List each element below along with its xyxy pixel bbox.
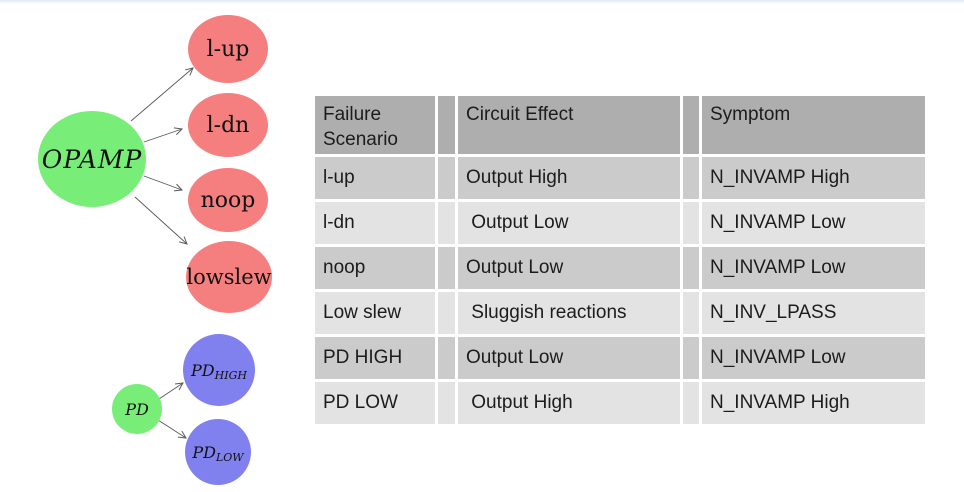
lup-label: l-up — [207, 37, 250, 62]
table-cell-scenario: PD HIGH — [315, 337, 435, 379]
opamp-label: OPAMP — [42, 145, 143, 174]
table-cell-spacer — [683, 247, 699, 289]
ldn-ellipse — [188, 93, 268, 157]
opamp-arrows — [130, 67, 194, 245]
pdlow-label-main: PD — [191, 443, 216, 462]
arrow-opamp-ldn-icon — [143, 127, 184, 143]
table-cell-effect: Output Low — [458, 202, 680, 244]
table-cell-spacer — [683, 157, 699, 199]
arrow-opamp-lowslew-icon — [134, 196, 188, 245]
arrow-pd-pdlow-icon — [157, 419, 187, 439]
pdhigh-label-subscript: HIGH — [214, 369, 248, 382]
lup-node: l-up — [188, 15, 268, 83]
table-cell-spacer — [438, 337, 455, 379]
pdhigh-label-main: PD — [190, 361, 215, 380]
table-cell-spacer — [683, 382, 699, 424]
table-cell-effect: Output Low — [458, 247, 680, 289]
pdlow-node: PDLOW — [185, 419, 251, 485]
table-cell-symptom: N_INVAMP Low — [702, 337, 925, 379]
lowslew-node: lowslew — [186, 241, 272, 313]
table-cell-effect: Output Low — [458, 337, 680, 379]
pd-arrows — [157, 382, 187, 439]
pdhigh-label: PDHIGH — [190, 361, 247, 382]
table-cell-scenario: l-up — [315, 157, 435, 199]
table-cell-scenario: Low slew — [315, 292, 435, 334]
header-symptom: Symptom — [702, 96, 925, 154]
pdhigh-node: PDHIGH — [183, 334, 255, 406]
arrow-pd-pdhigh-icon — [158, 382, 184, 400]
opamp-ellipse — [38, 111, 146, 207]
table-cell-scenario: PD LOW — [315, 382, 435, 424]
lowslew-label: lowslew — [186, 265, 271, 289]
pdlow-label: PDLOW — [191, 443, 245, 464]
fault-tree-diagram: OPAMP l-up l-dn noop lowslew PD — [38, 15, 272, 485]
table-cell-spacer — [438, 382, 455, 424]
header-spacer-1 — [438, 96, 455, 154]
table-cell-effect: Output High — [458, 382, 680, 424]
table-cell-spacer — [683, 337, 699, 379]
ldn-label: l-dn — [207, 113, 250, 138]
table-cell-symptom: N_INVAMP Low — [702, 202, 925, 244]
top-edge-strip — [0, 0, 964, 3]
header-circuit-effect: Circuit Effect — [458, 96, 680, 154]
arrow-opamp-noop-icon — [143, 175, 184, 192]
table-cell-scenario: noop — [315, 247, 435, 289]
pdlow-circle — [185, 419, 251, 485]
pdlow-label-subscript: LOW — [215, 451, 245, 464]
table-cell-symptom: N_INVAMP High — [702, 157, 925, 199]
table-cell-symptom: N_INVAMP High — [702, 382, 925, 424]
table-cell-spacer — [438, 292, 455, 334]
failure-scenario-table: Failure Scenario Circuit Effect Symptom … — [315, 96, 925, 424]
table-cell-spacer — [683, 202, 699, 244]
header-failure-scenario: Failure Scenario — [315, 96, 435, 154]
ldn-node: l-dn — [188, 93, 268, 157]
header-spacer-2 — [683, 96, 699, 154]
opamp-node: OPAMP — [38, 111, 146, 207]
table-cell-spacer — [683, 292, 699, 334]
noop-node: noop — [188, 168, 268, 232]
pd-node: PD — [112, 384, 162, 434]
table-cell-symptom: N_INV_LPASS — [702, 292, 925, 334]
pdhigh-circle — [183, 334, 255, 406]
table-cell-scenario: l-dn — [315, 202, 435, 244]
noop-label: noop — [201, 188, 256, 213]
lup-ellipse — [188, 15, 268, 83]
table-cell-spacer — [438, 202, 455, 244]
table-cell-effect: Output High — [458, 157, 680, 199]
table-cell-effect: Sluggish reactions — [458, 292, 680, 334]
arrow-opamp-lup-icon — [130, 67, 194, 122]
table-cell-symptom: N_INVAMP Low — [702, 247, 925, 289]
noop-ellipse — [188, 168, 268, 232]
table-cell-spacer — [438, 157, 455, 199]
lowslew-ellipse — [186, 241, 272, 313]
pd-label: PD — [124, 400, 149, 419]
table-cell-spacer — [438, 247, 455, 289]
pd-circle — [112, 384, 162, 434]
